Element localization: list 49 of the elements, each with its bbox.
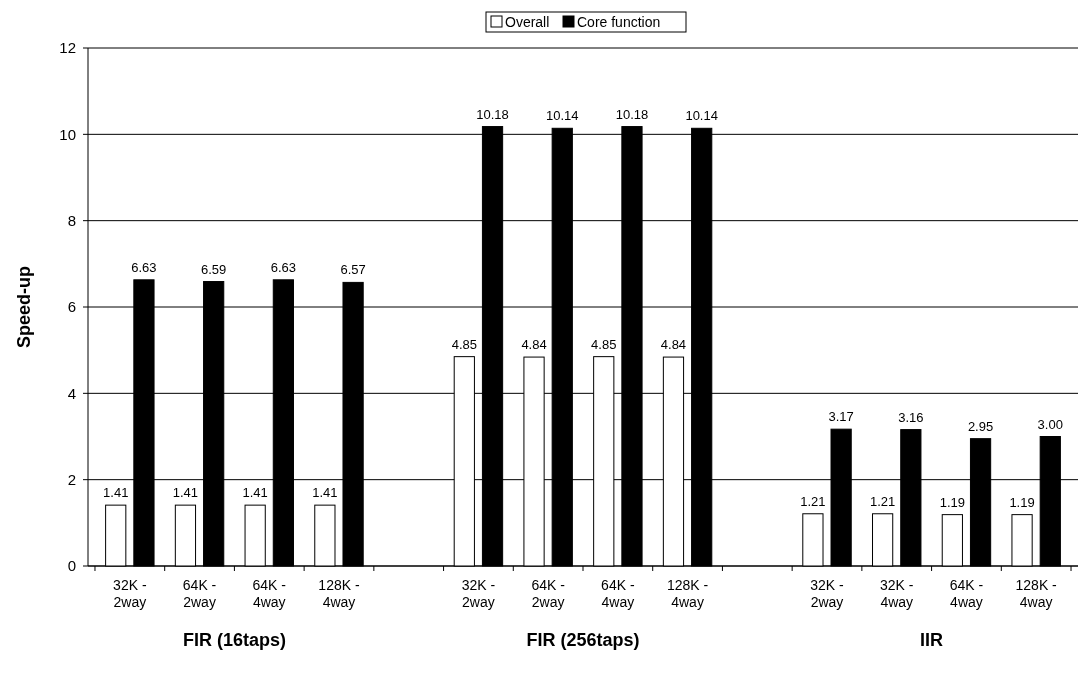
data-label: 6.63: [270, 259, 297, 275]
data-label: 1.41: [312, 485, 338, 501]
x-tick-label: 64K - 4way: [601, 577, 635, 610]
y-tick-label: 6: [67, 298, 76, 316]
data-label: 10.18: [476, 106, 509, 122]
x-tick-label: 64K - 2way: [531, 577, 566, 610]
data-label: 3.00: [1037, 416, 1063, 432]
data-label: 1.41: [103, 485, 129, 501]
text: FIR (16taps): [182, 630, 286, 650]
x-tick-label: 32K - 4way: [880, 577, 914, 610]
data-label: 4.84: [660, 337, 687, 353]
data-label: 10.14: [685, 108, 718, 124]
x-tick-label: 64K - 2way: [182, 577, 217, 610]
data-label: 6.57: [340, 262, 366, 278]
y-tick-label: 2: [67, 470, 76, 488]
data-label: 1.41: [242, 485, 268, 501]
x-tick-label: 32K - 2way: [461, 577, 496, 610]
data-label: 1.41: [172, 485, 199, 501]
y-tick-label: 8: [67, 211, 76, 229]
data-label: 1.19: [939, 494, 965, 510]
data-label: 1.19: [1009, 494, 1035, 510]
legend-label: Core function: [577, 14, 661, 30]
y-tick-label: 0: [67, 557, 76, 575]
x-tick-label: 64K - 4way: [252, 577, 287, 610]
y-axis-title: Speed-up: [14, 265, 34, 349]
x-tick-label: 128K - 4way: [666, 577, 709, 610]
data-label: 3.16: [898, 409, 924, 425]
x-tick-label: 32K - 2way: [810, 577, 845, 610]
y-tick-label: 4: [67, 384, 76, 402]
x-tick-label: 64K - 4way: [949, 577, 984, 610]
data-label: 10.18: [615, 106, 649, 122]
text: IIR: [920, 630, 944, 650]
text: FIR (256taps): [526, 630, 640, 650]
x-tick-label: 128K - 4way: [1015, 577, 1058, 610]
data-label: 10.14: [545, 108, 579, 124]
data-label: 6.63: [131, 259, 157, 275]
x-tick-label: 32K - 2way: [113, 577, 147, 610]
data-label: 4.85: [451, 336, 477, 352]
legend-label: Overall: [505, 14, 550, 30]
data-label: 4.85: [591, 336, 617, 352]
data-label: 1.21: [869, 493, 896, 509]
x-tick-label: 128K - 4way: [318, 577, 360, 610]
data-label: 1.21: [800, 493, 826, 509]
data-label: 6.59: [201, 261, 227, 277]
y-tick-label: 10: [59, 125, 76, 143]
data-label: 4.84: [521, 337, 547, 353]
data-label: 3.17: [828, 409, 854, 425]
y-tick-label: 12: [59, 39, 76, 57]
data-label: 2.95: [967, 418, 994, 434]
